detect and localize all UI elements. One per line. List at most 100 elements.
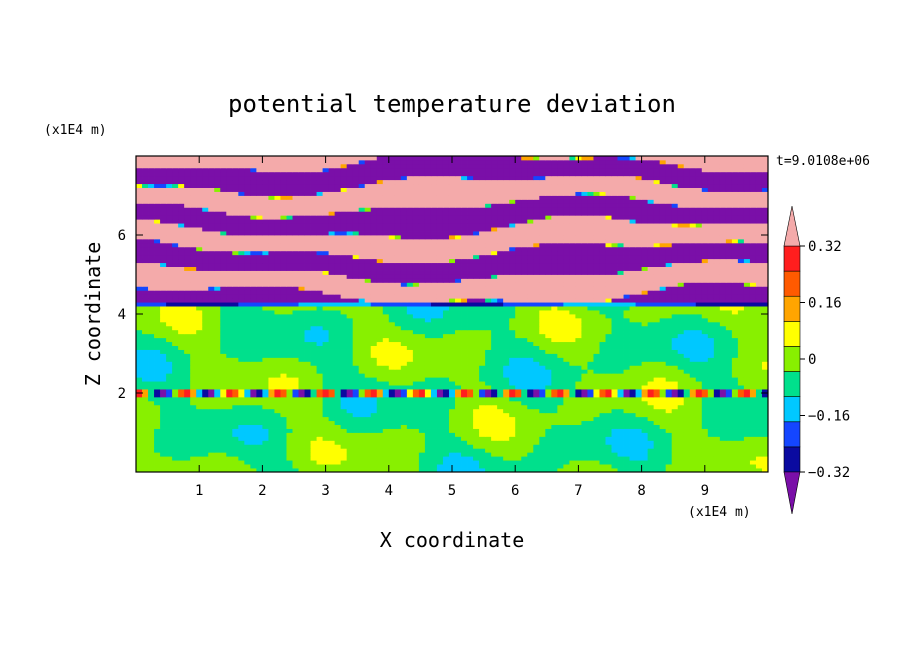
field-cell bbox=[244, 456, 251, 461]
field-cell bbox=[695, 464, 703, 469]
field-cell bbox=[142, 317, 149, 323]
field-cell bbox=[184, 420, 191, 425]
field-cell bbox=[563, 353, 570, 358]
field-cell bbox=[473, 377, 480, 382]
field-cell bbox=[563, 468, 570, 472]
field-cell bbox=[142, 393, 149, 398]
field-cell bbox=[521, 365, 528, 370]
field-cell bbox=[172, 432, 179, 437]
field-cell bbox=[418, 306, 426, 311]
field-cell bbox=[575, 361, 582, 366]
field-cell bbox=[473, 440, 480, 445]
field-cell bbox=[653, 389, 661, 394]
field-cell bbox=[262, 314, 269, 319]
field-cell bbox=[220, 349, 227, 354]
field-cell bbox=[515, 452, 522, 457]
field-cell bbox=[382, 460, 390, 465]
field-cell bbox=[190, 325, 197, 331]
field-cell bbox=[268, 460, 275, 465]
field-cell bbox=[334, 396, 342, 402]
field-cell bbox=[298, 345, 305, 350]
field-cell bbox=[148, 314, 155, 319]
field-cell bbox=[569, 321, 576, 327]
field-cell bbox=[256, 369, 263, 374]
field-cell bbox=[418, 404, 426, 410]
field-cell bbox=[184, 448, 191, 453]
field-cell bbox=[527, 294, 534, 299]
field-cell bbox=[629, 456, 636, 461]
field-cell bbox=[617, 310, 624, 315]
field-cell bbox=[761, 314, 768, 319]
field-cell bbox=[533, 341, 540, 346]
field-cell bbox=[388, 377, 396, 382]
field-cell bbox=[208, 396, 215, 402]
field-cell bbox=[539, 420, 546, 425]
field-cell bbox=[605, 440, 612, 445]
field-cell bbox=[701, 373, 709, 378]
field-cell bbox=[214, 381, 221, 386]
field-cell bbox=[166, 357, 173, 362]
field-cell bbox=[136, 337, 143, 343]
field-cell bbox=[719, 317, 727, 323]
field-cell bbox=[539, 314, 546, 319]
field-cell bbox=[467, 353, 474, 358]
field-cell bbox=[749, 408, 757, 414]
field-cell bbox=[250, 408, 257, 414]
field-cell bbox=[292, 408, 299, 414]
field-cell bbox=[521, 436, 528, 441]
field-cell bbox=[340, 314, 348, 319]
field-cell bbox=[280, 389, 287, 394]
field-cell bbox=[497, 452, 504, 457]
field-cell bbox=[172, 337, 179, 343]
field-cell bbox=[244, 420, 251, 425]
field-cell bbox=[461, 408, 468, 414]
field-cell bbox=[653, 385, 661, 390]
field-cell bbox=[280, 444, 287, 449]
field-cell bbox=[569, 373, 576, 378]
field-cell bbox=[533, 464, 540, 469]
field-cell bbox=[448, 329, 456, 335]
field-cell bbox=[136, 282, 143, 287]
field-cell bbox=[521, 321, 528, 327]
field-cell bbox=[358, 460, 366, 465]
field-cell bbox=[250, 337, 257, 343]
field-cell bbox=[196, 424, 203, 429]
field-cell bbox=[316, 325, 323, 331]
field-cell bbox=[683, 349, 691, 354]
field-cell bbox=[430, 306, 438, 311]
field-cell bbox=[755, 408, 763, 414]
field-cell bbox=[707, 385, 715, 390]
field-cell bbox=[479, 420, 486, 425]
field-cell bbox=[743, 333, 751, 339]
field-cell bbox=[280, 456, 287, 461]
field-cell bbox=[557, 325, 564, 331]
field-cell bbox=[424, 468, 432, 472]
field-cell bbox=[172, 306, 179, 311]
field-cell bbox=[262, 333, 269, 339]
field-cell bbox=[647, 412, 655, 418]
field-cell bbox=[298, 310, 305, 315]
field-cell bbox=[635, 389, 642, 394]
field-cell bbox=[352, 377, 360, 382]
field-cell bbox=[539, 408, 546, 414]
field-cell bbox=[455, 325, 462, 331]
field-cell bbox=[232, 416, 239, 422]
field-cell bbox=[358, 468, 366, 472]
field-cell bbox=[551, 404, 558, 410]
field-cell bbox=[232, 357, 239, 362]
field-cell bbox=[593, 444, 600, 449]
field-cell bbox=[737, 290, 745, 295]
field-cell bbox=[256, 298, 263, 303]
field-cell bbox=[328, 381, 336, 386]
field-cell bbox=[467, 321, 474, 327]
field-cell bbox=[563, 290, 570, 295]
field-cell bbox=[418, 361, 426, 366]
field-cell bbox=[250, 396, 257, 402]
field-cell bbox=[545, 377, 552, 382]
field-cell bbox=[142, 353, 149, 358]
field-cell bbox=[352, 468, 360, 472]
field-cell bbox=[352, 408, 360, 414]
field-cell bbox=[244, 325, 251, 331]
field-cell bbox=[304, 290, 311, 295]
field-cell bbox=[719, 424, 727, 429]
